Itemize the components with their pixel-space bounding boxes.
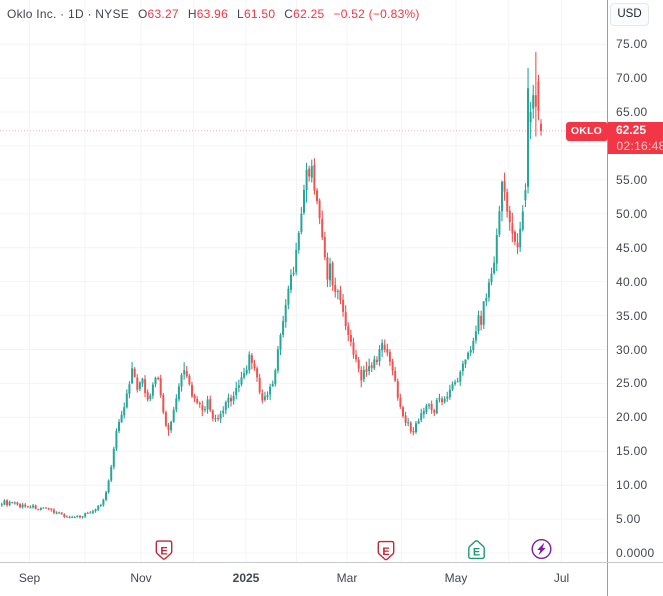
svg-text:E: E <box>382 546 389 558</box>
svg-text:E: E <box>160 545 167 557</box>
svg-text:E: E <box>473 546 480 558</box>
